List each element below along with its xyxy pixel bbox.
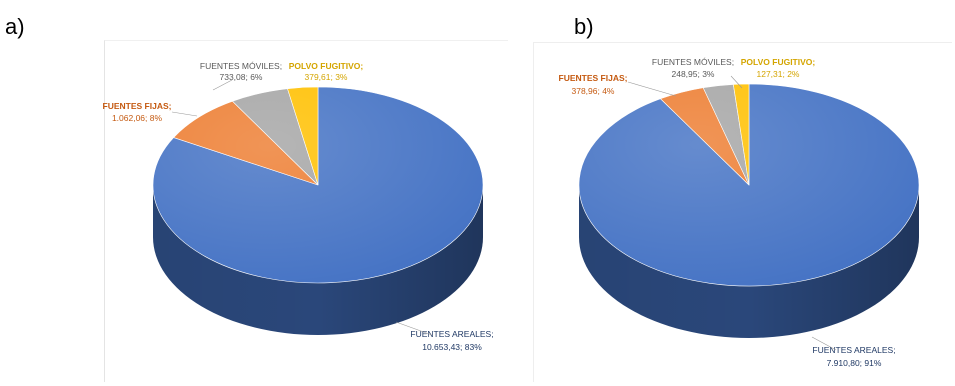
pie-a-side-shade	[153, 185, 483, 335]
leader-b-polvo	[730, 75, 743, 89]
leader-b-fijas	[627, 81, 677, 97]
label-a-areales-name: FUENTES AREALES;	[410, 329, 493, 339]
label-b-polvo-name: POLVO FUGITIVO;	[741, 57, 816, 67]
pie-chart-a	[152, 86, 484, 335]
leader-a-moviles	[212, 79, 233, 91]
label-a-areales-value: 10.653,43; 83%	[422, 342, 482, 352]
label-a-fijas-name: FUENTES FIJAS;	[103, 101, 172, 111]
pie-a-top-shine	[153, 87, 483, 283]
leader-b-areales	[811, 336, 837, 351]
label-b-moviles-name: FUENTES MÓVILES;	[652, 57, 734, 67]
label-b-areales-name: FUENTES AREALES;	[812, 345, 895, 355]
leader-a-areales	[395, 321, 433, 336]
label-b-moviles-value: 248,95; 3%	[671, 69, 714, 79]
leader-a-fijas	[171, 111, 198, 117]
pie-chart-b	[578, 83, 920, 338]
label-b-fijas-value: 378,96; 4%	[571, 86, 614, 96]
label-a-polvo-value: 379,61; 3%	[304, 72, 347, 82]
label-b-fijas-name: FUENTES FIJAS;	[559, 73, 628, 83]
panel-a-letter: a)	[5, 14, 25, 39]
label-b-areales-value: 7.910,80; 91%	[827, 358, 882, 368]
pie-b-labels: FUENTES MÓVILES; 248,95; 3% POLVO FUGITI…	[559, 57, 896, 368]
pie-b-top-shine	[579, 84, 919, 286]
label-a-moviles-name: FUENTES MÓVILES;	[200, 61, 282, 71]
pie-a-labels: FUENTES MÓVILES; 733,08; 6% POLVO FUGITI…	[103, 61, 494, 352]
panel-b-letter: b)	[574, 14, 594, 39]
label-a-moviles-value: 733,08; 6%	[219, 72, 262, 82]
pie-b-side-shade	[579, 185, 919, 338]
label-a-polvo-name: POLVO FUGITIVO;	[289, 61, 364, 71]
label-a-fijas-value: 1.062,06; 8%	[112, 113, 163, 123]
label-b-polvo-value: 127,31; 2%	[756, 69, 799, 79]
